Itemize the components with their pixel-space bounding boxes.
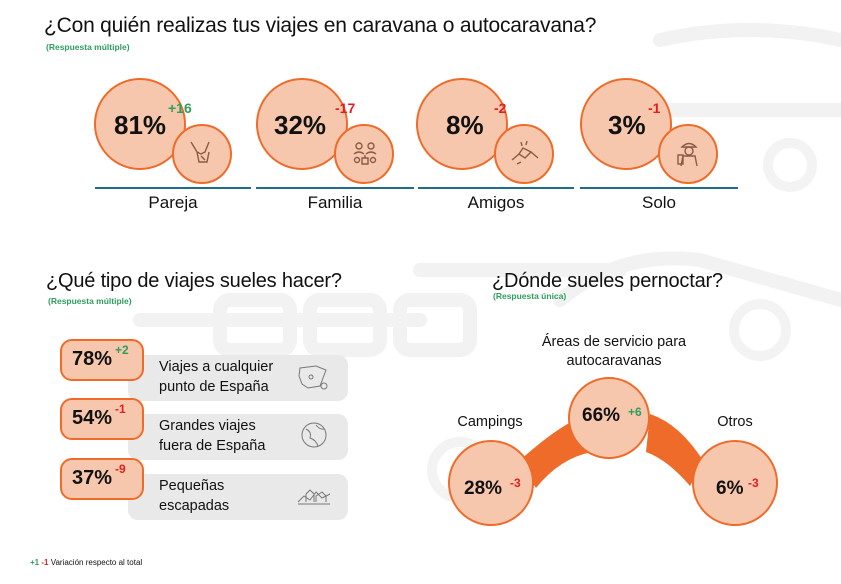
category-label: Solo [641,193,677,212]
trip-label: Pequeñas escapadas [159,476,229,516]
trip-bar [128,474,348,520]
value-label: 8% [446,110,484,140]
value-label: 3% [608,110,646,140]
node-label-line: Áreas de servicio para [541,334,687,350]
companion-amigos: 8% -2 [416,78,554,184]
value-bubble [94,78,186,170]
value-label: 28% [464,478,503,499]
variation-label: -3 [748,476,759,490]
variation-legend: +1 -1 Variación respecto al total [30,558,142,567]
trip-bar [128,414,348,460]
trip-value-box: 54% -1 [60,398,144,440]
trip-label-line: Grandes viajes [159,418,256,434]
connector-right [646,414,704,486]
value-label: 54% [72,407,113,429]
section1-note: (Respuesta múltiple) [46,42,130,52]
section3-title: ¿Dónde sueles pernoctar? [492,270,723,292]
value-label: 81% [114,110,167,140]
globe-icon [301,422,327,448]
holding-hands-icon [190,141,210,163]
legend-text: Variación respecto al total [50,558,143,567]
value-label: 37% [72,467,113,489]
family-icon-bubble [334,124,394,184]
node-label: Campings [457,414,523,430]
trip-label-line: Pequeñas [159,478,225,494]
overnight-bubble-areas: 66% +6 [568,377,650,459]
divider-line [256,187,414,189]
value-bubble [580,78,672,170]
trip-label-line: escapadas [159,498,230,514]
companion-familia: 32% -17 [256,78,394,184]
node-label: Áreas de servicio para autocaravanas [518,333,710,371]
spain-map-icon [298,365,328,390]
handshake-icon [511,140,539,165]
node-label-line: autocaravanas [566,353,662,369]
value-bubble [416,78,508,170]
variation-label: +6 [628,405,642,419]
category-label: Pareja [148,193,198,212]
value-bubble [256,78,348,170]
legend-positive: +1 [30,558,40,567]
trip-value-box: 37% -9 [60,458,144,500]
legend-negative: -1 [41,558,49,567]
variation-label: -1 [115,402,126,416]
trip-label: Viajes a cualquier punto de España [159,357,273,397]
village-icon [297,489,331,505]
category-label: Amigos [467,193,525,212]
variation-label: +2 [115,343,129,357]
overnight-bubble-campings: 28% -3 [448,440,534,526]
variation-label: +16 [168,100,192,116]
divider-line [580,187,738,189]
divider-line [418,187,574,189]
trip-label-line: punto de España [159,379,269,395]
value-label: 32% [274,110,327,140]
value-label: 66% [582,405,621,426]
section1-title: ¿Con quién realizas tus viajes en carava… [44,14,597,37]
variation-label: -17 [335,100,356,116]
variation-label: -9 [115,462,126,476]
trip-label-line: Viajes a cualquier [159,359,274,375]
variation-label: -3 [510,476,521,490]
trip-value-box: 78% +2 [60,339,144,381]
family-icon [353,142,377,165]
traveler-icon [677,142,698,167]
companion-pareja: 81% +16 [94,78,232,184]
trip-bar [128,355,348,401]
section2-note: (Respuesta múltiple) [48,296,132,306]
section3-note: (Respuesta única) [493,291,567,301]
holding-hands-icon-bubble [172,124,232,184]
value-label: 78% [72,348,113,370]
node-label: Otros [717,414,753,430]
traveler-icon-bubble [658,124,718,184]
companion-solo: 3% -1 [580,78,718,184]
overnight-bubble-otros: 6% -3 [692,440,778,526]
category-label: Familia [307,193,363,212]
variation-label: -1 [648,100,661,116]
trip-label: Grandes viajes fuera de España [159,416,265,456]
divider-line [95,187,251,189]
variation-label: -2 [494,100,507,116]
handshake-icon-bubble [494,124,554,184]
value-label: 6% [716,478,744,499]
trip-label-line: fuera de España [159,438,266,454]
section2-title: ¿Qué tipo de viajes sueles hacer? [46,270,342,292]
